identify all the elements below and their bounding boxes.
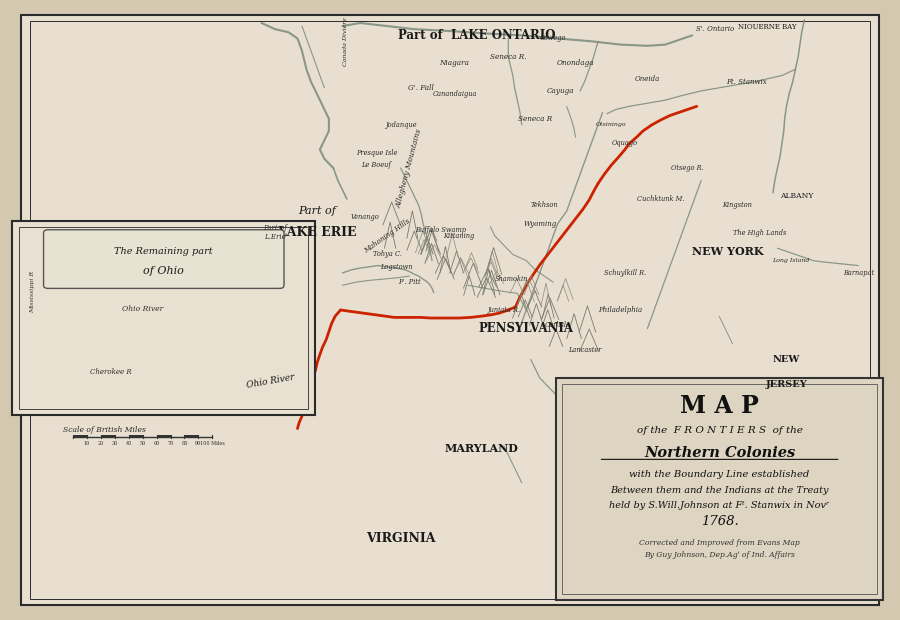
Bar (101, 435, 115, 438)
Text: Cherokee R: Cherokee R (90, 368, 131, 376)
Text: VIRGINIA: VIRGINIA (366, 532, 436, 545)
Text: NIOUERNE BAY: NIOUERNE BAY (738, 24, 796, 32)
Text: Oneida: Oneida (634, 74, 660, 82)
Text: Cuchktunk M.: Cuchktunk M. (637, 195, 685, 203)
Text: with the Boundary Line established: with the Boundary Line established (629, 471, 810, 479)
Text: Ohio River: Ohio River (246, 373, 295, 389)
Text: Cayuga: Cayuga (546, 87, 574, 95)
Text: Kingston: Kingston (722, 201, 752, 209)
Text: Seneca R: Seneca R (518, 115, 553, 123)
Text: Lancaster: Lancaster (568, 346, 601, 354)
Text: Oquago: Oquago (612, 140, 638, 148)
Text: By Guy Johnson, Dep.Agᵗ of Ind. Affairs: By Guy Johnson, Dep.Agᵗ of Ind. Affairs (644, 551, 795, 559)
Text: Venango: Venango (350, 213, 379, 221)
Text: Allegheny Mountains: Allegheny Mountains (395, 128, 424, 208)
Text: 1768.: 1768. (701, 515, 739, 528)
Text: Tekhson: Tekhson (530, 201, 558, 209)
Text: Northern Colonies: Northern Colonies (644, 446, 796, 460)
Text: Canandaigua: Canandaigua (432, 90, 477, 98)
Text: F'. Pitt: F'. Pitt (399, 278, 421, 286)
Bar (562, 384, 878, 594)
Text: JERSEY: JERSEY (766, 379, 807, 389)
Text: Oswego: Oswego (540, 35, 566, 42)
Text: ALBANY: ALBANY (779, 192, 813, 200)
Text: Philadelphia: Philadelphia (598, 306, 643, 314)
Text: held by S.Will.Johnson at Fᵗ. Stanwix in Novʳ: held by S.Will.Johnson at Fᵗ. Stanwix in… (609, 501, 830, 510)
Text: Carlisle: Carlisle (544, 321, 571, 329)
Text: Part of  LAKE ONTARIO: Part of LAKE ONTARIO (398, 29, 555, 42)
Text: 90: 90 (195, 441, 202, 446)
Text: Jodanque: Jodanque (385, 121, 417, 129)
Text: Otsiningo: Otsiningo (596, 122, 626, 127)
Text: S'. Ontario: S'. Ontario (696, 25, 734, 33)
Text: 40: 40 (126, 441, 132, 446)
Text: NEW: NEW (773, 355, 800, 364)
Text: M A P: M A P (680, 394, 759, 418)
Text: Scale of British Miles: Scale of British Miles (63, 427, 146, 435)
Text: The High Lands: The High Lands (733, 229, 787, 237)
Text: 80: 80 (181, 441, 188, 446)
Text: Mahoning Hills: Mahoning Hills (363, 217, 412, 255)
Bar (184, 435, 198, 438)
Text: Mississippi R: Mississippi R (30, 270, 35, 312)
Text: Ohio River: Ohio River (122, 305, 163, 313)
Text: PENSYLVANIA: PENSYLVANIA (479, 322, 574, 335)
Bar (129, 435, 143, 438)
Text: Presque Isle: Presque Isle (356, 149, 397, 157)
Text: Part of
L.Erie: Part of L.Erie (263, 224, 287, 241)
Text: of Ohio: of Ohio (143, 265, 184, 276)
Text: Part of: Part of (298, 206, 336, 216)
Text: Niagara: Niagara (439, 59, 470, 67)
Text: 50: 50 (140, 441, 146, 446)
Bar (73, 435, 87, 438)
Text: Logstown: Logstown (380, 263, 412, 271)
Bar (556, 378, 884, 600)
FancyBboxPatch shape (43, 230, 284, 288)
Bar (157, 435, 170, 438)
Text: Le Boeuf: Le Boeuf (362, 161, 392, 169)
Text: Schuylkill R.: Schuylkill R. (604, 269, 646, 277)
Text: Onondaga: Onondaga (557, 59, 594, 67)
Text: MARYLAND: MARYLAND (445, 443, 518, 454)
Text: 100 Miles: 100 Miles (200, 441, 225, 446)
Text: 60: 60 (153, 441, 160, 446)
Bar (13, 221, 315, 415)
Text: LAKE ERIE: LAKE ERIE (278, 226, 356, 239)
Text: Corrected and Improved from Evans Map: Corrected and Improved from Evans Map (639, 539, 800, 547)
Text: Tohya C.: Tohya C. (373, 250, 401, 259)
Text: 70: 70 (167, 441, 174, 446)
Text: 30: 30 (112, 441, 118, 446)
Text: Seneca R.: Seneca R. (491, 53, 526, 61)
Text: of the  F R O N T I E R S  of the: of the F R O N T I E R S of the (636, 426, 803, 435)
Bar (19, 227, 308, 409)
Text: Canada Diviere: Canada Diviere (344, 17, 348, 66)
Text: Otsego R.: Otsego R. (671, 164, 704, 172)
Text: Buffalo Swamp: Buffalo Swamp (416, 226, 466, 234)
Text: Kittaning: Kittaning (444, 232, 474, 240)
Text: Between them and the Indians at the Treaty: Between them and the Indians at the Trea… (610, 485, 829, 495)
Text: G'. Fall: G'. Fall (409, 84, 434, 92)
Text: 10: 10 (84, 441, 90, 446)
Text: Juniata R.: Juniata R. (487, 306, 520, 314)
Text: Shamokin: Shamokin (494, 275, 527, 283)
Text: 20: 20 (98, 441, 104, 446)
Text: NEW YORK: NEW YORK (692, 246, 764, 257)
Text: Barnapat: Barnapat (842, 269, 874, 277)
Text: Long Island: Long Island (772, 258, 810, 263)
Text: The Remaining part: The Remaining part (114, 247, 213, 255)
Text: Wyoming: Wyoming (523, 219, 556, 228)
Text: Ft. Stanwix: Ft. Stanwix (725, 78, 767, 86)
